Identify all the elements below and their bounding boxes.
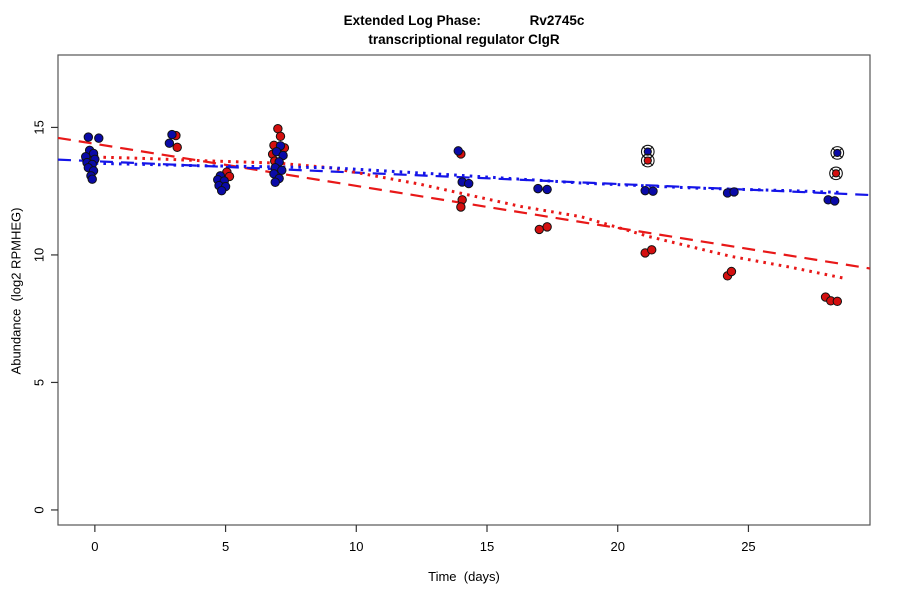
blue-samples-point [542, 184, 552, 195]
data-point [833, 148, 842, 158]
outlier-circle-icon [830, 146, 845, 160]
y-tick-label: 5 [31, 379, 46, 386]
red-samples-point [456, 202, 466, 212]
red-samples-point [273, 124, 283, 134]
blue-samples-point [94, 133, 104, 143]
data-point [643, 156, 652, 165]
blue-samples-point [729, 187, 739, 197]
red-samples-point [275, 131, 286, 142]
outlier-circle-icon [640, 153, 655, 168]
blue-samples-point [216, 185, 227, 196]
red-samples-point [542, 222, 552, 232]
red-samples-point [726, 266, 737, 277]
plot-box [57, 54, 871, 526]
blue-samples-point [87, 174, 97, 184]
plot-title-line1: Extended Log Phase: Rv2745c [343, 13, 585, 28]
red-samples-point [647, 245, 657, 255]
blue-samples-point [453, 146, 463, 156]
x-tick-label: 25 [741, 539, 755, 554]
blue-samples-point [640, 185, 650, 196]
blue-samples-point [648, 186, 658, 196]
plot-title-line2: transcriptional regulator ClgR [368, 32, 560, 47]
x-tick-label: 10 [349, 539, 363, 554]
blue-samples-point [830, 196, 840, 206]
data-point [643, 147, 652, 156]
blue-samples-point [83, 132, 94, 142]
x-tick-label: 0 [91, 539, 98, 554]
blue-samples-point [270, 177, 280, 187]
blue-samples-point [164, 138, 175, 148]
blue-outliers-marker [830, 146, 845, 160]
outlier-circle-icon [829, 166, 843, 181]
red-outliers-marker [640, 153, 655, 168]
y-tick-label: 15 [31, 120, 46, 134]
x-tick-label: 5 [222, 539, 229, 554]
y-tick-label: 0 [31, 506, 46, 513]
x-tick-label: 15 [480, 539, 494, 554]
red-loess-fit-line [87, 155, 843, 280]
data-point [831, 169, 841, 178]
blue-linear-fit-line [57, 158, 871, 197]
red-samples-point [534, 224, 544, 235]
x-axis-label: Time (days) [428, 569, 500, 584]
y-tick-label: 10 [31, 248, 46, 262]
red-samples-point [832, 296, 843, 307]
x-tick-label: 20 [610, 539, 624, 554]
blue-samples-point [464, 178, 474, 189]
blue-samples-point [533, 183, 543, 194]
red-outliers-marker [829, 166, 843, 181]
blue-loess-fit-line [87, 161, 843, 194]
red-samples-point [172, 142, 182, 153]
blue-samples-point [167, 129, 177, 140]
blue-samples-point [277, 165, 287, 175]
